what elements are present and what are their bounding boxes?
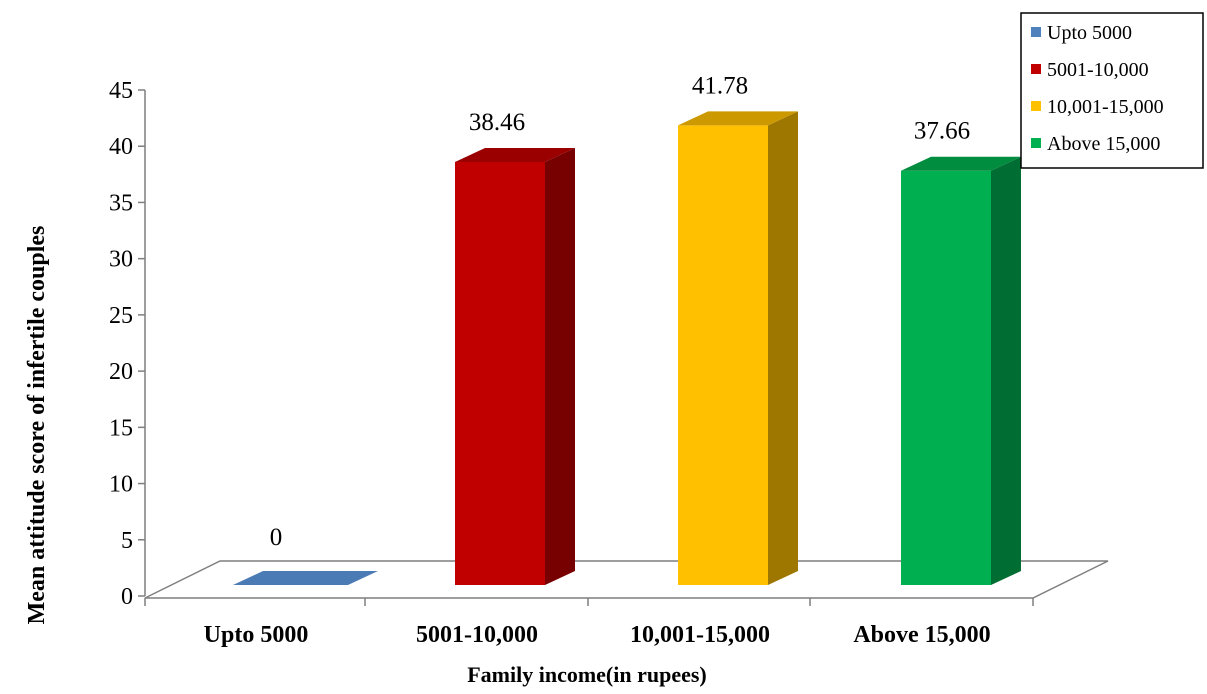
bar-top xyxy=(455,147,575,162)
y-tick-label: 5 xyxy=(121,528,133,554)
y-axis: 0 5 10 15 20 25 30 35 40 45 xyxy=(109,78,146,610)
x-tick-label: 10,001-15,000 xyxy=(630,622,770,648)
x-tick-label: 5001-10,000 xyxy=(416,622,538,648)
bar xyxy=(455,147,575,585)
bar-top xyxy=(233,571,378,585)
x-tick-label: Upto 5000 xyxy=(204,622,309,648)
y-tick-label: 30 xyxy=(109,247,133,273)
legend-label: Above 15,000 xyxy=(1047,133,1160,155)
legend: Upto 5000 5001-10,000 10,001-15,000 Above 1… xyxy=(1020,12,1204,169)
bar xyxy=(233,571,378,585)
y-tick-label: 10 xyxy=(109,472,133,498)
y-tick-label: 45 xyxy=(109,78,133,104)
bar xyxy=(678,111,798,586)
bar-front xyxy=(455,161,545,585)
bar-top xyxy=(901,156,1021,171)
y-tick-label: 25 xyxy=(109,303,133,329)
x-axis-title: Family income(in rupees) xyxy=(467,662,707,687)
data-label: 38.46 xyxy=(469,109,525,136)
floor-plane xyxy=(144,560,1109,599)
bar-front xyxy=(901,170,991,586)
y-axis-title: Mean attitude score of infertile couples xyxy=(24,226,50,625)
bar-side xyxy=(768,111,798,586)
legend-box xyxy=(1020,12,1204,169)
bar xyxy=(901,156,1021,586)
data-label: 41.78 xyxy=(692,72,748,99)
bar-top xyxy=(678,111,798,126)
legend-label: 10,001-15,000 xyxy=(1047,96,1164,118)
legend-swatch xyxy=(1031,27,1041,37)
legend-label: Upto 5000 xyxy=(1047,22,1132,44)
y-tick-label: 15 xyxy=(109,415,133,441)
data-labels: 0 38.46 41.78 37.66 xyxy=(270,72,970,551)
x-tick-label: Above 15,000 xyxy=(853,622,990,648)
legend-swatch xyxy=(1031,101,1041,111)
y-tick-label: 40 xyxy=(109,134,133,160)
data-label: 0 xyxy=(270,524,283,551)
data-label: 37.66 xyxy=(914,118,970,145)
chart-floor xyxy=(144,560,1109,606)
bar-front xyxy=(678,125,768,586)
y-tick-label: 20 xyxy=(109,359,133,385)
x-axis-categories: Upto 5000 5001-10,000 10,001-15,000 Above 1… xyxy=(204,622,991,648)
legend-swatch xyxy=(1031,138,1041,148)
bar-side xyxy=(545,147,575,585)
bars xyxy=(233,111,1021,586)
y-tick-label: 0 xyxy=(121,584,133,610)
legend-swatch xyxy=(1031,64,1041,74)
legend-label: 5001-10,000 xyxy=(1047,59,1149,81)
bar-side xyxy=(991,156,1021,586)
y-tick-label: 35 xyxy=(109,190,133,216)
